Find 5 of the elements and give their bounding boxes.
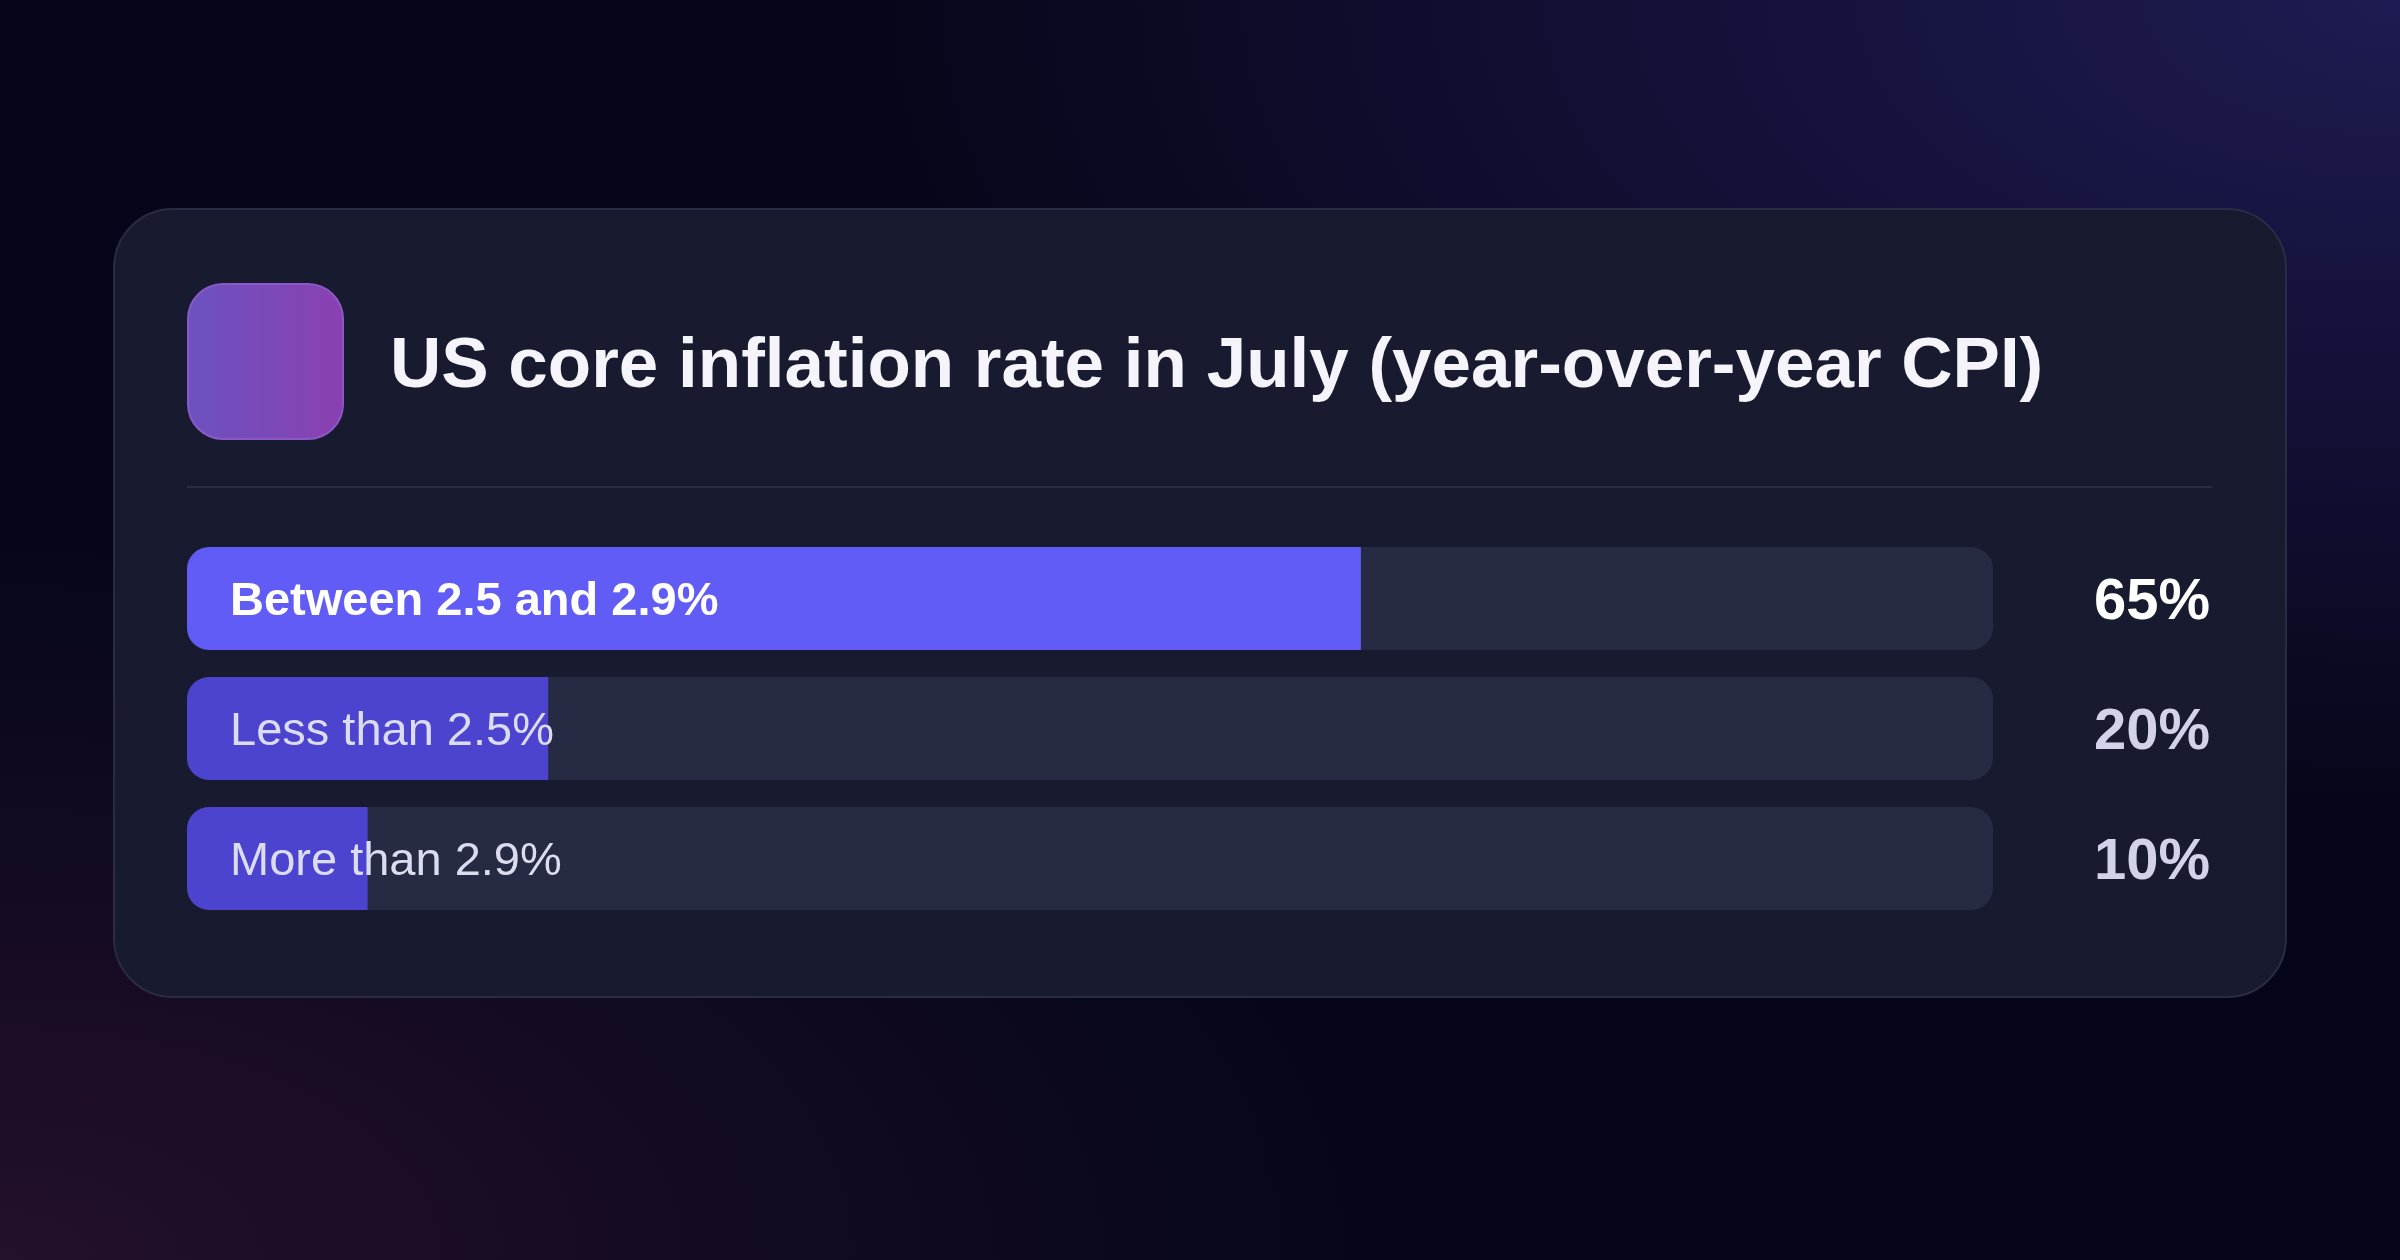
chart-title: US core inflation rate in July (year-over-year CPI) <box>390 322 2044 404</box>
y-tick-label: Between 2.5 and 2.9% <box>230 572 719 625</box>
data-label: 20% <box>2093 696 2210 761</box>
data-label: 65% <box>2093 566 2210 631</box>
data-label: 10% <box>2093 826 2210 891</box>
